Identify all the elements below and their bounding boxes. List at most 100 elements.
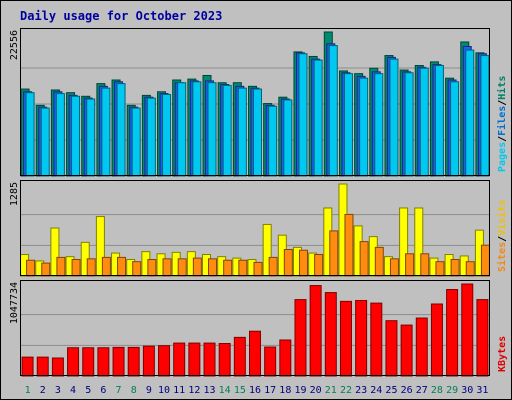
legend-kbytes: KBytes (497, 336, 508, 372)
bar-pages-day-21 (328, 45, 338, 177)
bar-kbytes-day-21 (324, 292, 337, 377)
bar-sites-day-29 (450, 259, 460, 277)
bar-kbytes-day-29 (446, 289, 459, 377)
bar-pages-day-11 (177, 82, 187, 177)
bar-pages-day-18 (283, 99, 293, 177)
bar-kbytes-day-16 (249, 330, 261, 377)
panel-legend: Pages/Files/Hits (496, 76, 508, 172)
bar-sites-day-27 (420, 253, 430, 277)
bar-kbytes-day-19 (294, 299, 307, 377)
bar-kbytes-day-22 (339, 300, 352, 377)
bar-pages-day-20 (313, 59, 323, 177)
bar-pages-day-3 (55, 93, 65, 177)
bar-pages-day-25 (389, 58, 399, 177)
day-label-24: 24 (370, 385, 382, 396)
bar-sites-day-7 (117, 256, 127, 277)
bar-kbytes-day-8 (127, 346, 140, 377)
bar-kbytes-day-15 (233, 336, 246, 377)
plot-border (20, 280, 490, 376)
day-label-22: 22 (340, 385, 352, 396)
bar-pages-day-5 (86, 98, 96, 177)
bar-kbytes-day-26 (400, 324, 413, 377)
bar-pages-day-19 (298, 53, 308, 177)
panel-legend: KBytes (497, 336, 508, 372)
bar-pages-day-26 (404, 72, 414, 177)
bar-pages-day-4 (71, 95, 81, 177)
day-label-8: 8 (131, 385, 137, 396)
bar-kbytes-day-13 (203, 342, 216, 377)
bar-sites-day-19 (298, 249, 308, 277)
day-label-1: 1 (25, 385, 31, 396)
bar-sites-day-8 (132, 261, 142, 277)
bar-pages-day-12 (192, 81, 202, 177)
bar-sites-day-15 (238, 259, 248, 277)
day-label-25: 25 (385, 385, 397, 396)
bar-sites-day-5 (86, 258, 96, 277)
bar-pages-day-16 (253, 88, 262, 177)
day-label-17: 17 (264, 385, 276, 396)
bar-sites-day-9 (147, 259, 157, 277)
bar-sites-day-11 (177, 258, 187, 277)
plot-border (20, 180, 490, 276)
bar-kbytes-day-31 (476, 299, 489, 377)
day-label-29: 29 (446, 385, 458, 396)
day-label-4: 4 (70, 385, 76, 396)
day-label-5: 5 (85, 385, 91, 396)
bar-kbytes-day-23 (355, 299, 368, 377)
bar-sites-day-13 (208, 258, 218, 277)
bar-pages-day-14 (222, 84, 232, 177)
bar-sites-day-1 (26, 259, 36, 277)
bar-kbytes-day-20 (309, 285, 322, 377)
bar-kbytes-day-3 (51, 357, 64, 377)
day-label-28: 28 (431, 385, 443, 396)
day-label-20: 20 (310, 385, 322, 396)
panels: 22556Pages/Files/Hits1285Sites/Visits104… (9, 28, 508, 377)
bar-sites-day-17 (268, 256, 278, 277)
legend-separator: / (497, 136, 508, 142)
bar-kbytes-day-10 (158, 345, 171, 377)
bar-sites-day-22 (344, 213, 354, 277)
chart-title: Daily usage for October 2023 (20, 9, 222, 23)
day-label-9: 9 (146, 385, 152, 396)
bar-sites-day-21 (329, 230, 339, 277)
bar-kbytes-day-14 (218, 343, 231, 377)
bar-kbytes-day-17 (264, 346, 277, 377)
day-label-16: 16 (249, 385, 261, 396)
day-label-31: 31 (476, 385, 488, 396)
day-label-19: 19 (294, 385, 306, 396)
legend-hits: Hits (496, 76, 508, 100)
bar-pages-day-27 (419, 67, 429, 177)
bar-kbytes-day-9 (142, 345, 155, 377)
day-label-15: 15 (234, 385, 246, 396)
bar-kbytes-day-6 (97, 347, 110, 377)
bar-kbytes-day-25 (385, 320, 398, 377)
day-label-7: 7 (116, 385, 122, 396)
bar-kbytes-day-18 (279, 339, 292, 377)
bar-pages-day-23 (359, 77, 369, 177)
bar-pages-day-15 (237, 87, 247, 177)
day-label-30: 30 (461, 385, 473, 396)
legend-separator: / (497, 100, 508, 106)
day-label-26: 26 (401, 385, 413, 396)
bar-sites-day-30 (465, 261, 475, 277)
bar-sites-day-20 (314, 254, 324, 277)
bar-pages-day-2 (40, 107, 50, 177)
bar-kbytes-day-30 (461, 283, 474, 377)
day-label-18: 18 (279, 385, 291, 396)
bar-kbytes-day-2 (36, 356, 49, 377)
day-label-6: 6 (100, 385, 106, 396)
day-label-3: 3 (55, 385, 61, 396)
plot-border (20, 28, 490, 176)
bar-pages-day-31 (480, 55, 490, 177)
bar-sites-day-24 (374, 246, 384, 277)
bar-pages-day-28 (434, 65, 444, 177)
panel-2: 1285 Sites/Visits (9, 180, 508, 277)
panel-legend: Sites/Visits (496, 200, 508, 272)
day-label-21: 21 (325, 385, 337, 396)
bar-pages-day-10 (162, 93, 172, 177)
bar-sites-day-25 (389, 258, 399, 277)
bar-kbytes-day-1 (21, 356, 34, 377)
day-label-11: 11 (173, 385, 185, 396)
day-label-13: 13 (203, 385, 215, 396)
